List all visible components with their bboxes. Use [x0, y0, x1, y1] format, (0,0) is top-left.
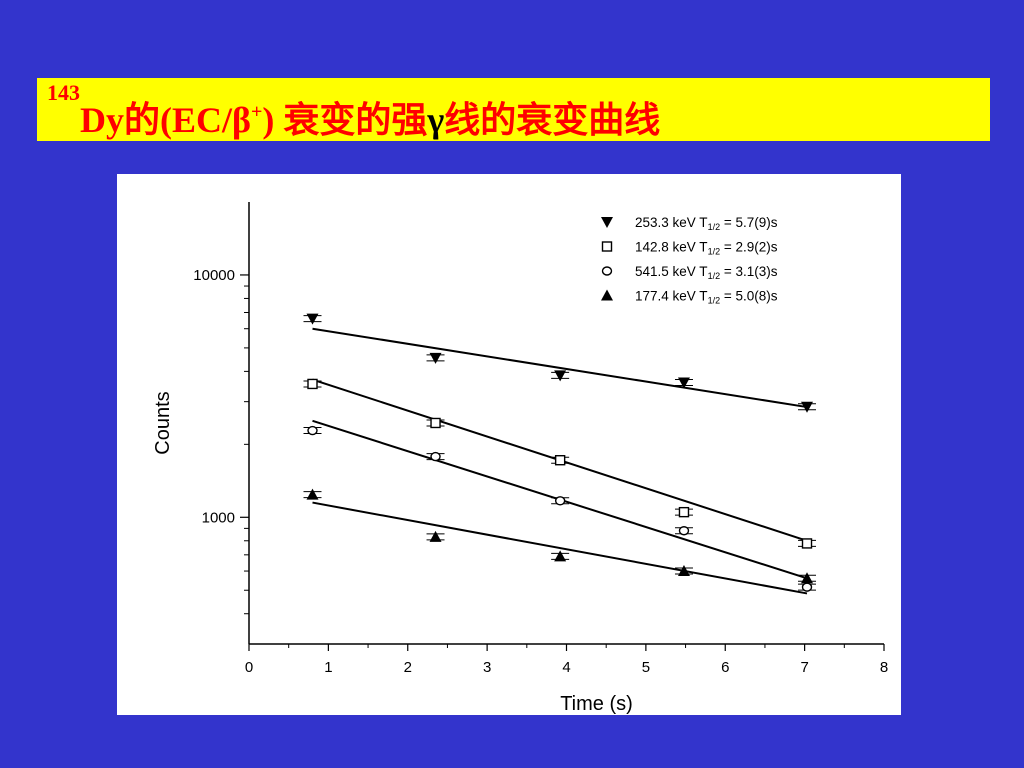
data-point-series-2: [307, 378, 318, 390]
legend-marker-1: [601, 217, 613, 228]
legend-marker-2: [601, 241, 613, 252]
x-tick-label: 5: [642, 659, 650, 676]
data-point-series-3: [554, 496, 566, 506]
title-mass-number: 143: [47, 80, 80, 105]
data-point-series-1: [554, 370, 567, 382]
legend-label-3: 541.5 keV T1/2 = 3.1(3)s: [635, 264, 778, 281]
data-point-series-4: [306, 488, 319, 500]
data-point-series-3: [430, 451, 441, 462]
data-point-series-1: [429, 352, 442, 364]
fit-line-series-4: [312, 501, 808, 595]
data-point-series-1: [801, 401, 814, 413]
title-part3: 线的衰变曲线: [444, 100, 661, 140]
x-tick-label: 7: [800, 659, 808, 676]
x-tick-label: 6: [721, 659, 729, 676]
y-tick-label: 1000: [202, 509, 235, 526]
decay-chart: 0 1 2 3 4 5 6 7 8 1000 10000 Time (s) Counts 253.3 ke…: [152, 202, 888, 715]
data-point-series-3: [678, 526, 690, 536]
x-tick-label: 8: [880, 659, 888, 676]
title-plus: +: [250, 101, 263, 123]
data-point-series-2: [554, 455, 566, 466]
data-point-series-4: [554, 550, 567, 562]
x-tick-label: 3: [483, 659, 491, 676]
x-tick-label: 4: [562, 659, 570, 676]
fit-line-series-1: [312, 327, 808, 409]
data-point-series-4: [801, 572, 814, 584]
title-element: Dy: [80, 100, 124, 140]
data-point-series-1: [306, 313, 319, 325]
chart-panel: 0 1 2 3 4 5 6 7 8 1000 10000 Time (s) Counts 253.3 ke…: [117, 174, 901, 715]
x-axis-label: Time (s): [560, 693, 633, 715]
legend-label-2: 142.8 keV T1/2 = 2.9(2)s: [635, 240, 778, 257]
legend-label-4: 177.4 keV T1/2 = 5.0(8)s: [635, 289, 778, 306]
x-tick-label: 1: [324, 659, 332, 676]
title-beta: β: [232, 100, 251, 140]
data-point-series-3: [307, 425, 318, 436]
legend-marker-3: [601, 266, 613, 276]
title-part2: ) 衰变的强: [262, 100, 428, 140]
data-point-series-4: [429, 530, 442, 542]
title-part1: 的(EC/: [124, 100, 233, 140]
title-bar: 143Dy的(EC/β+) 衰变的强γ线的衰变曲线: [37, 78, 990, 141]
title-gamma: γ: [427, 100, 445, 140]
data-point-series-2: [678, 506, 690, 518]
legend-label-1: 253.3 keV T1/2 = 5.7(9)s: [635, 215, 778, 232]
data-point-series-1: [677, 377, 690, 389]
slide-title: 143Dy的(EC/β+) 衰变的强γ线的衰变曲线: [47, 80, 660, 139]
data-point-series-2: [430, 417, 441, 429]
data-point-series-3: [801, 582, 813, 592]
y-tick-label: 10000: [193, 267, 235, 284]
y-axis-label: Counts: [152, 391, 174, 454]
x-tick-label: 2: [404, 659, 412, 676]
x-tick-label: 0: [245, 659, 253, 676]
data-point-series-4: [677, 565, 690, 577]
data-point-series-2: [801, 538, 813, 549]
legend-marker-4: [601, 289, 613, 301]
